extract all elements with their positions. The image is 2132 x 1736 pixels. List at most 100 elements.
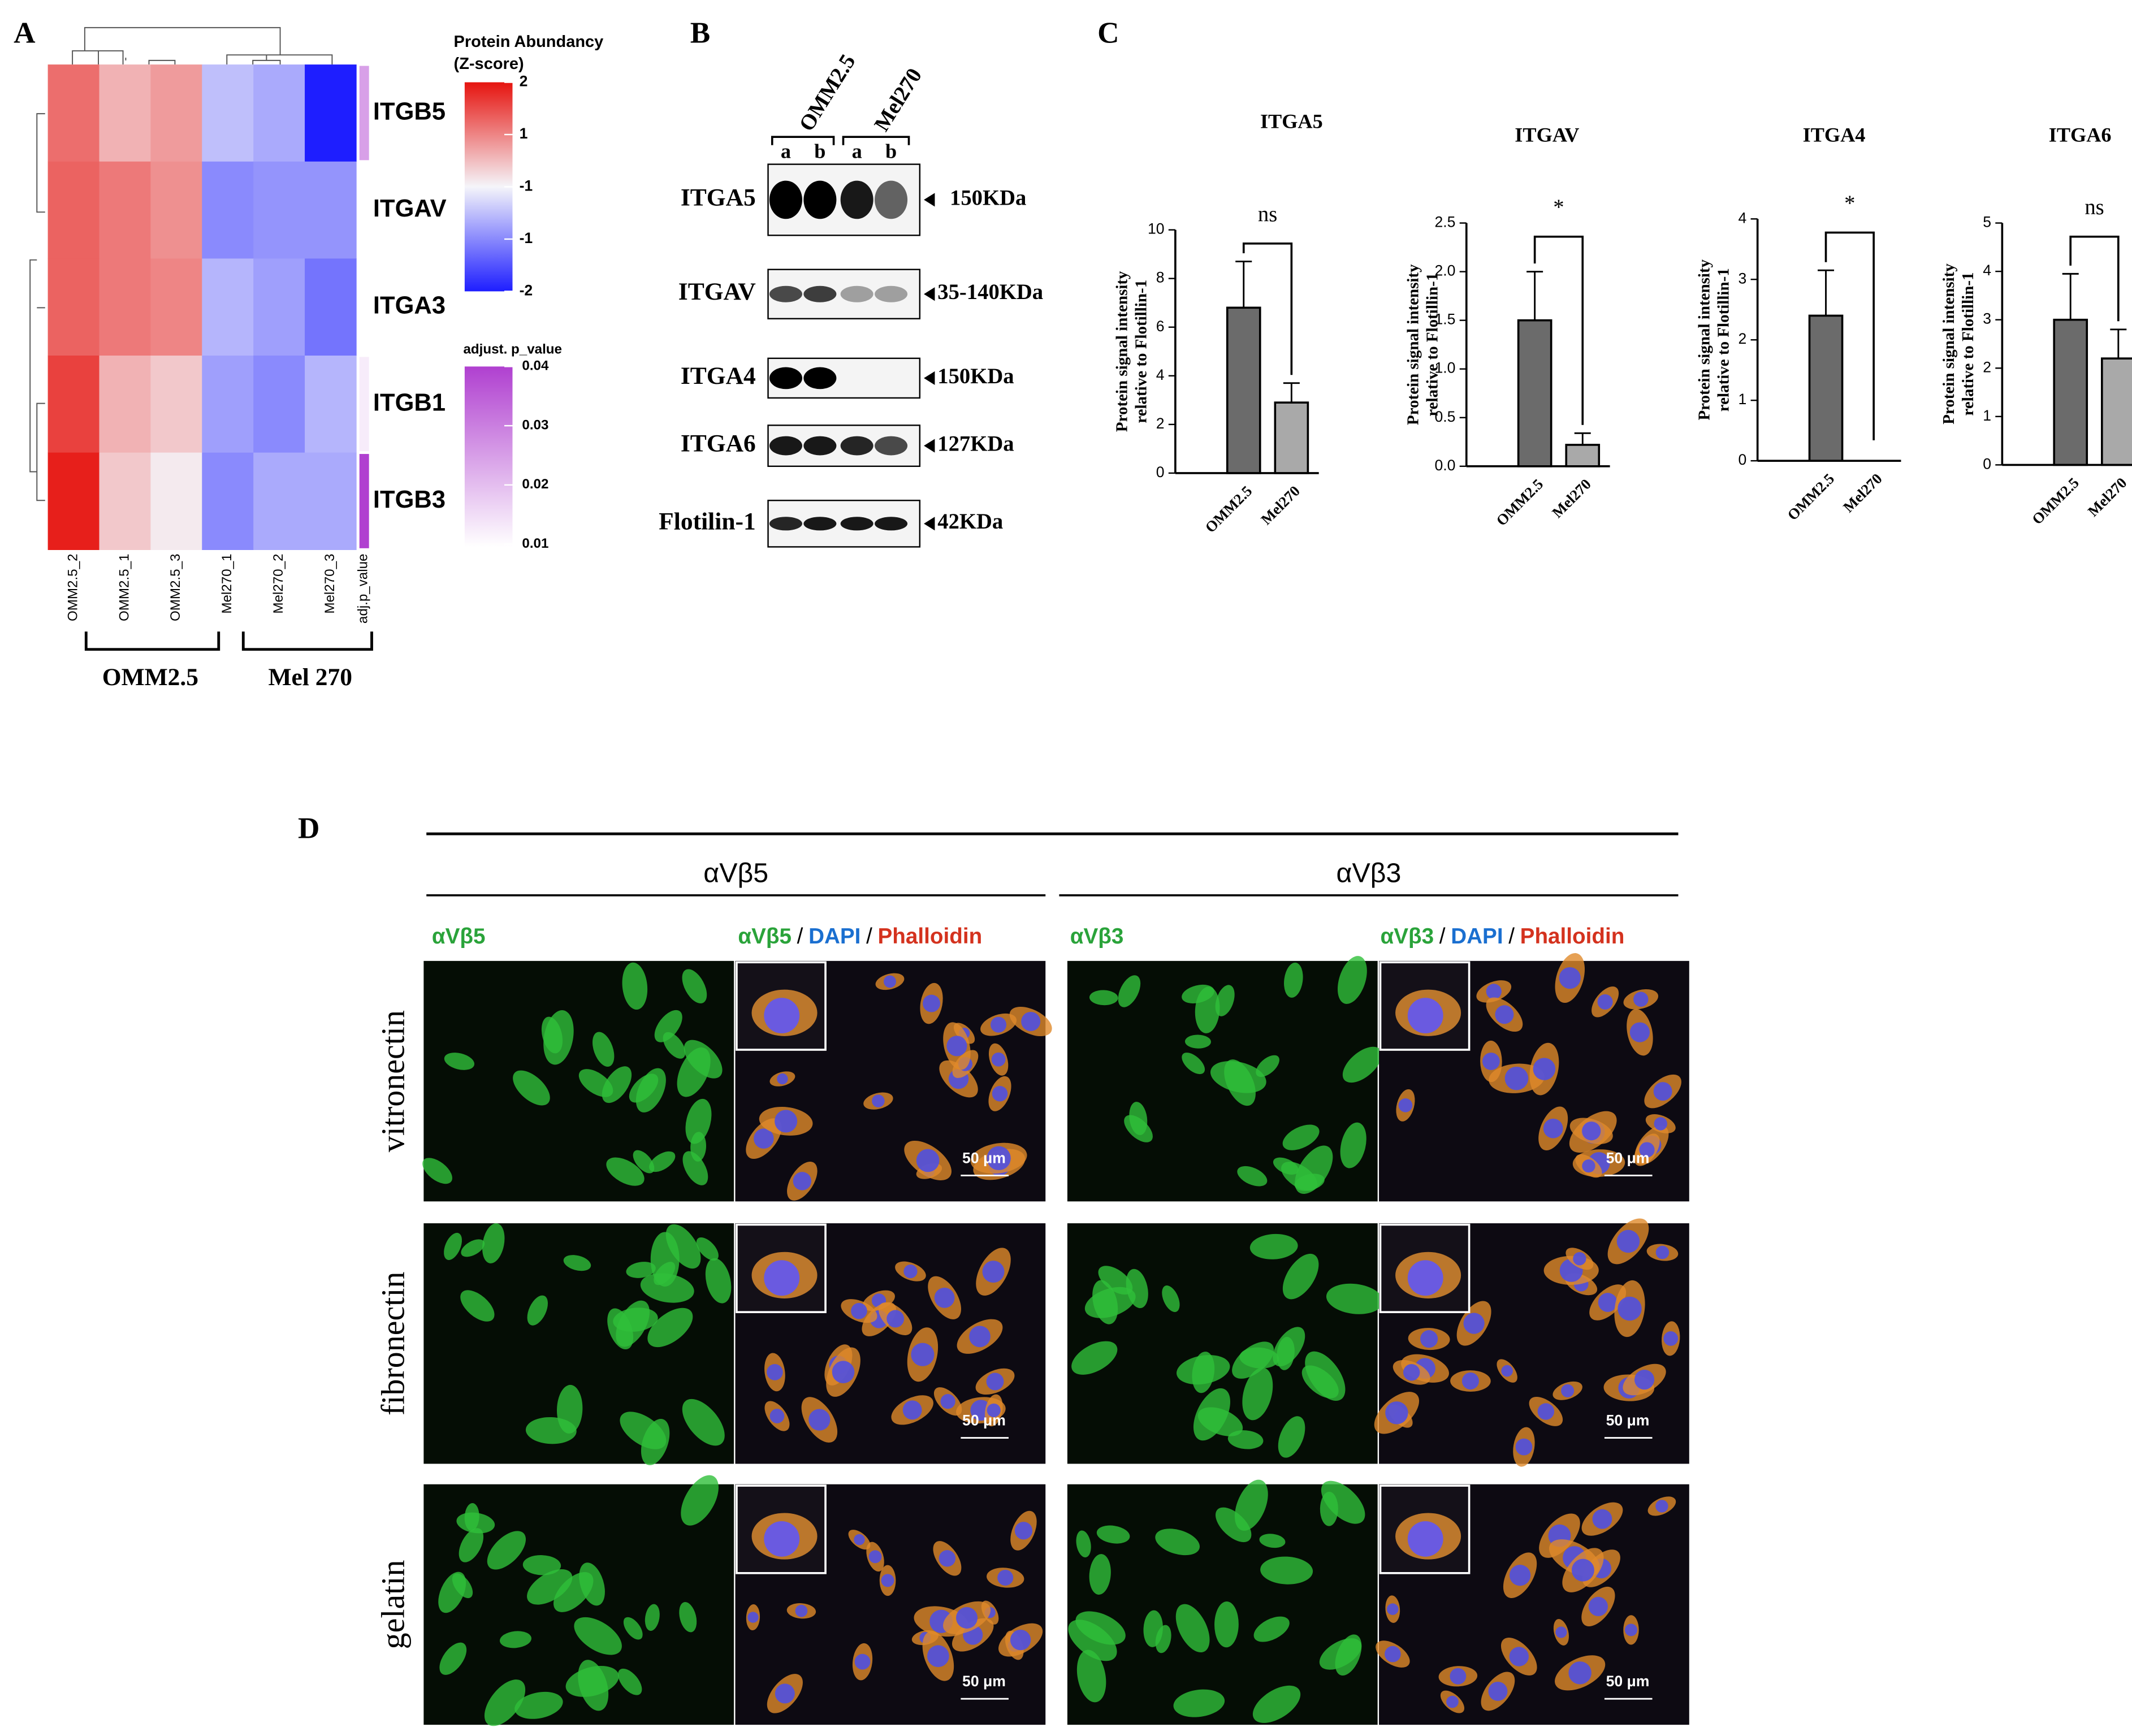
y-tick-label: 0.0 bbox=[1434, 457, 1455, 474]
dendrogram bbox=[29, 27, 333, 501]
cell bbox=[622, 962, 648, 1010]
x-tick-label: OMM2.5 bbox=[2029, 474, 2082, 528]
cell bbox=[606, 1157, 645, 1186]
nucleus bbox=[956, 1607, 978, 1629]
nucleus bbox=[902, 1400, 922, 1420]
p-value-cell bbox=[359, 66, 369, 161]
column-label: Mel270_1 bbox=[219, 554, 235, 614]
nucleus bbox=[903, 1264, 918, 1279]
cell bbox=[1260, 1556, 1313, 1585]
column-label: OMM2.5_1 bbox=[116, 554, 132, 621]
cell bbox=[1184, 1034, 1212, 1049]
nucleus bbox=[946, 1036, 967, 1057]
blot-band bbox=[769, 436, 802, 456]
error-bar bbox=[1283, 382, 1300, 403]
cell bbox=[1239, 1347, 1279, 1369]
inset-nucleus bbox=[764, 1521, 800, 1557]
cell bbox=[1284, 962, 1303, 998]
nucleus bbox=[1446, 1695, 1459, 1708]
bar bbox=[1226, 306, 1261, 474]
bar bbox=[1517, 319, 1552, 467]
nucleus bbox=[1571, 1558, 1594, 1582]
cell bbox=[460, 1290, 495, 1322]
y-tick-label: 0 bbox=[1156, 464, 1165, 480]
cell bbox=[1177, 1355, 1230, 1385]
nucleus bbox=[991, 1016, 1007, 1033]
y-tick-label: 2 bbox=[1739, 330, 1747, 347]
nucleus bbox=[1561, 1384, 1575, 1397]
nucleus bbox=[1403, 1364, 1420, 1381]
nucleus bbox=[1014, 1522, 1033, 1540]
colorbar-title: (Z-score) bbox=[454, 55, 524, 73]
heatmap-cell bbox=[47, 64, 100, 162]
significance-bracket bbox=[1824, 231, 1875, 440]
nucleus bbox=[1588, 1596, 1608, 1617]
y-tick-label: 5 bbox=[1983, 214, 1991, 231]
error-bar bbox=[2110, 328, 2127, 359]
nucleus bbox=[1450, 1668, 1467, 1685]
nucleus bbox=[940, 1394, 955, 1409]
lane-bracket bbox=[771, 136, 910, 145]
cell bbox=[641, 1418, 670, 1465]
cell bbox=[1259, 1534, 1286, 1548]
panel-label: A bbox=[14, 16, 36, 50]
nucleus bbox=[991, 1052, 1006, 1067]
colorbar-title: Protein Abundancy bbox=[454, 33, 604, 51]
cell bbox=[525, 1417, 577, 1444]
cell bbox=[553, 1572, 594, 1612]
nucleus bbox=[1655, 1245, 1670, 1259]
p-value-cell bbox=[359, 454, 369, 548]
bar bbox=[1565, 444, 1601, 467]
cell bbox=[1071, 1341, 1118, 1375]
blot-band bbox=[875, 180, 908, 219]
y-tick-label: 2.0 bbox=[1434, 262, 1455, 279]
cell bbox=[1319, 1638, 1362, 1670]
group-label: OMM2.5 bbox=[102, 664, 198, 691]
x-tick-label: OMM2.5 bbox=[1784, 470, 1837, 523]
cell bbox=[513, 1070, 550, 1106]
cell bbox=[1076, 1530, 1091, 1558]
blot-band bbox=[875, 436, 908, 456]
nucleus bbox=[982, 1261, 1005, 1283]
nucleus bbox=[1598, 1293, 1618, 1312]
cell bbox=[527, 1569, 573, 1605]
p-legend-tick-label: 0.04 bbox=[522, 358, 549, 374]
inset-nucleus bbox=[764, 998, 800, 1033]
cell bbox=[1337, 956, 1367, 1004]
cell bbox=[1092, 1280, 1118, 1324]
heatmap-cell bbox=[202, 258, 254, 356]
cell bbox=[565, 1665, 619, 1697]
nucleus bbox=[1568, 1661, 1592, 1685]
cell bbox=[1193, 1388, 1231, 1441]
nucleus bbox=[1501, 1365, 1513, 1377]
nucleus bbox=[1463, 1313, 1485, 1334]
error-bar bbox=[1574, 432, 1591, 445]
nucleus bbox=[1582, 1122, 1601, 1141]
cell bbox=[1129, 1102, 1148, 1136]
heatmap-cell bbox=[253, 356, 305, 453]
scale-bar-label: 50 μm bbox=[1606, 1149, 1650, 1166]
nucleus bbox=[923, 994, 940, 1012]
cell bbox=[1235, 1479, 1268, 1531]
nucleus bbox=[851, 1302, 867, 1319]
merge-channel: αVβ5 bbox=[738, 924, 792, 949]
nucleus bbox=[1021, 1012, 1041, 1032]
blot-band bbox=[803, 180, 837, 219]
y-tick-label: 10 bbox=[1148, 220, 1165, 237]
cell bbox=[1242, 1367, 1273, 1421]
heatmap-cell bbox=[99, 64, 152, 162]
y-tick-label: 4 bbox=[1156, 366, 1165, 383]
cell bbox=[456, 1512, 495, 1534]
cell bbox=[1273, 1157, 1299, 1175]
group-title: αVβ5 bbox=[703, 858, 768, 888]
cell bbox=[1182, 1053, 1205, 1075]
nucleus bbox=[987, 1403, 1001, 1417]
blot-band bbox=[840, 517, 873, 531]
nucleus bbox=[795, 1604, 808, 1617]
lane-label: a bbox=[781, 140, 791, 163]
blot-band bbox=[840, 285, 873, 302]
merge-channel: DAPI bbox=[1451, 924, 1503, 949]
cell bbox=[1320, 1491, 1338, 1526]
blot-band bbox=[840, 436, 873, 456]
cell bbox=[681, 1475, 719, 1526]
